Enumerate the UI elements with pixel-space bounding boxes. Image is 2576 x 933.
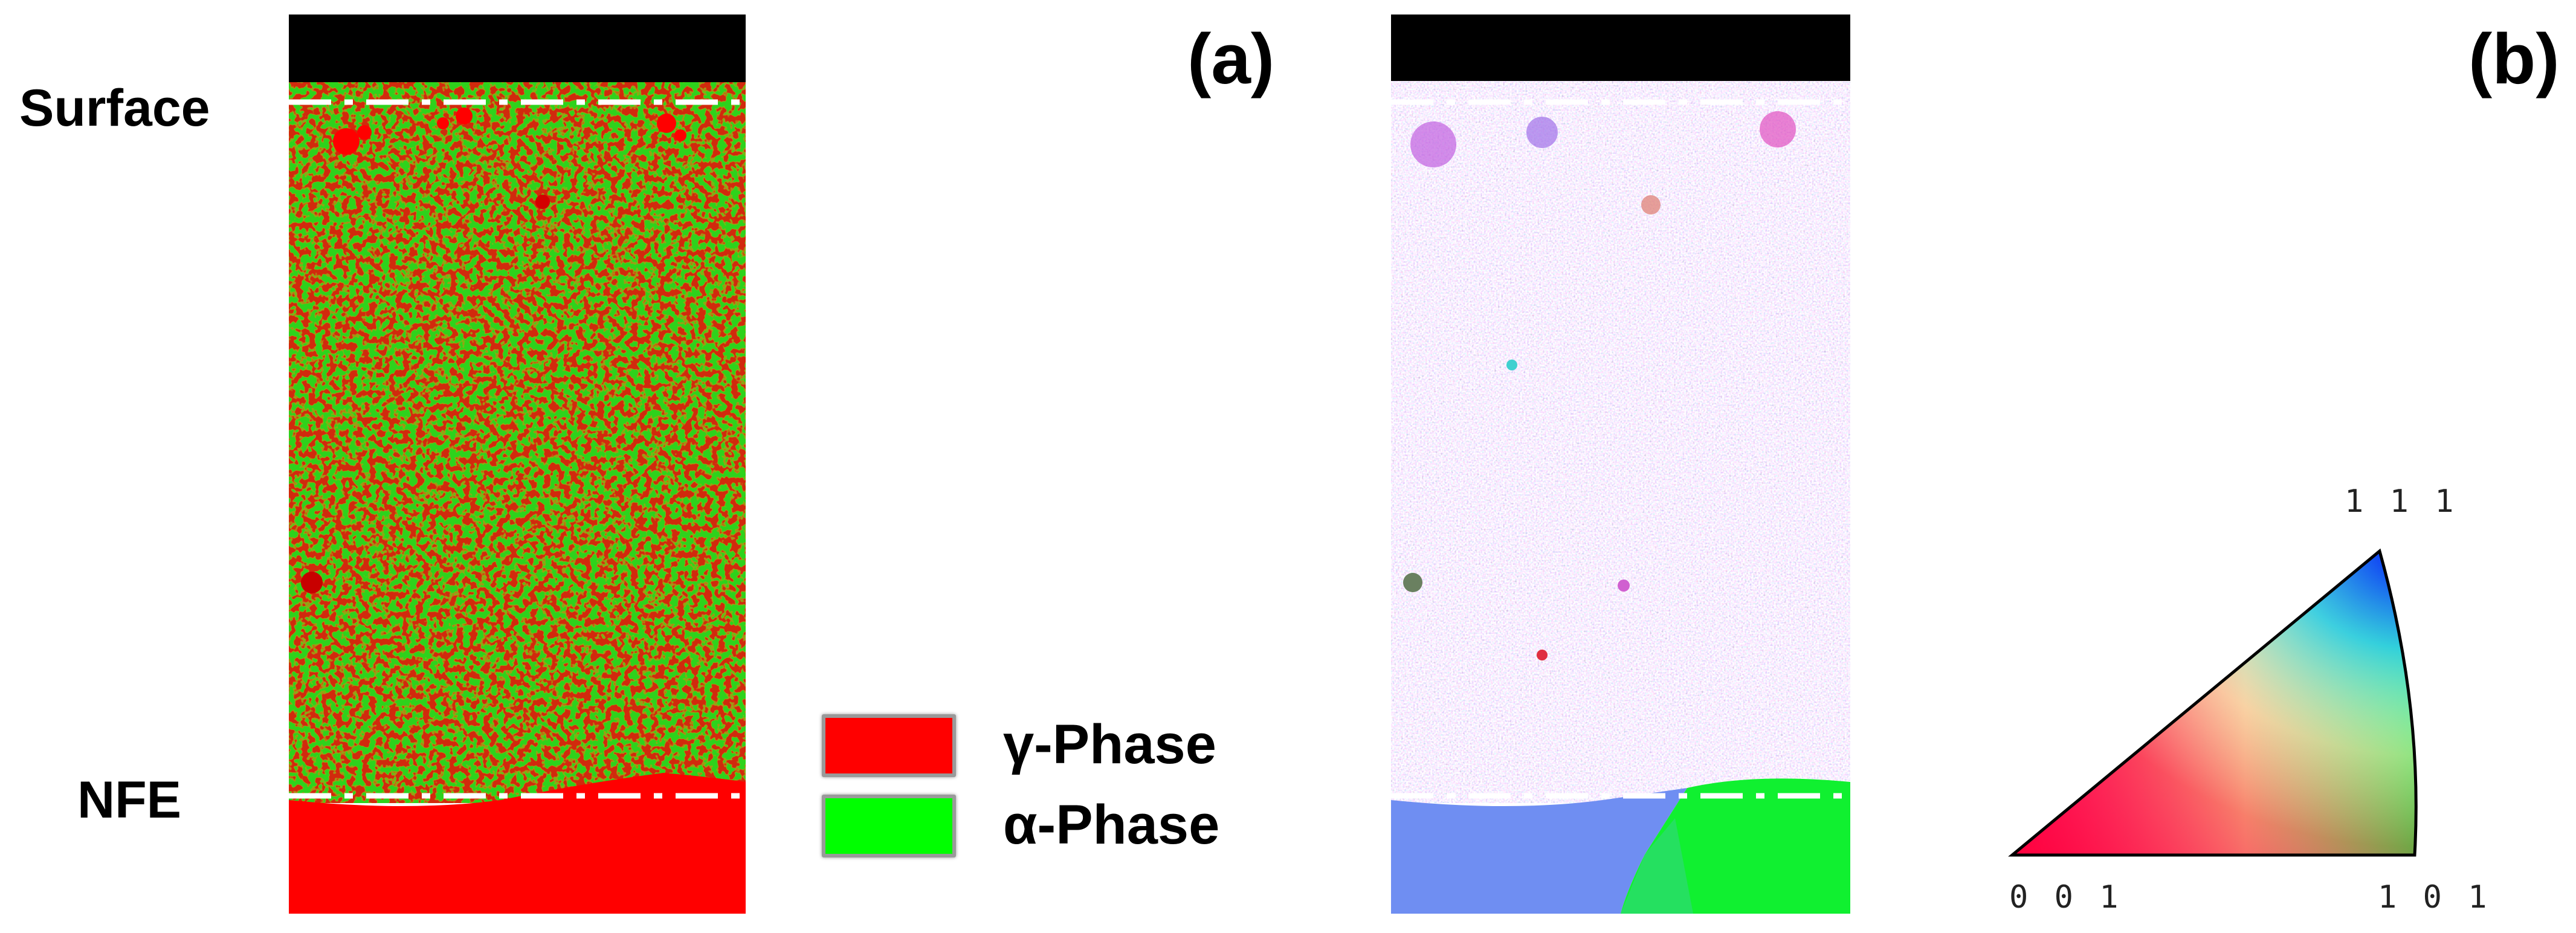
ipf-triangle-outline [2008,548,2418,857]
ipf-color-key [2008,548,2418,857]
surface-label: Surface [19,79,210,137]
orientation-speckle-region [1391,81,1850,803]
phase-map [289,15,746,914]
gamma-substrate [289,773,746,914]
panel-b-label: (b) [2468,19,2560,99]
legend-swatch-gamma [822,714,956,777]
blue-grain [1391,788,1687,914]
ipf-label-001: 0 0 1 [2009,879,2122,915]
ipf-label-101: 1 0 1 [2378,879,2491,915]
legend-label-alpha: α-Phase [1003,794,1220,856]
nfe-label: NFE [77,771,181,829]
panel-a-label: (a) [1187,19,1275,99]
phase-speckle-region [289,82,746,803]
orientation-map [1391,15,1850,914]
legend-swatch-alpha [822,795,956,857]
legend-label-gamma: γ-Phase [1003,714,1216,775]
ipf-label-111: 1 1 1 [2345,483,2458,520]
